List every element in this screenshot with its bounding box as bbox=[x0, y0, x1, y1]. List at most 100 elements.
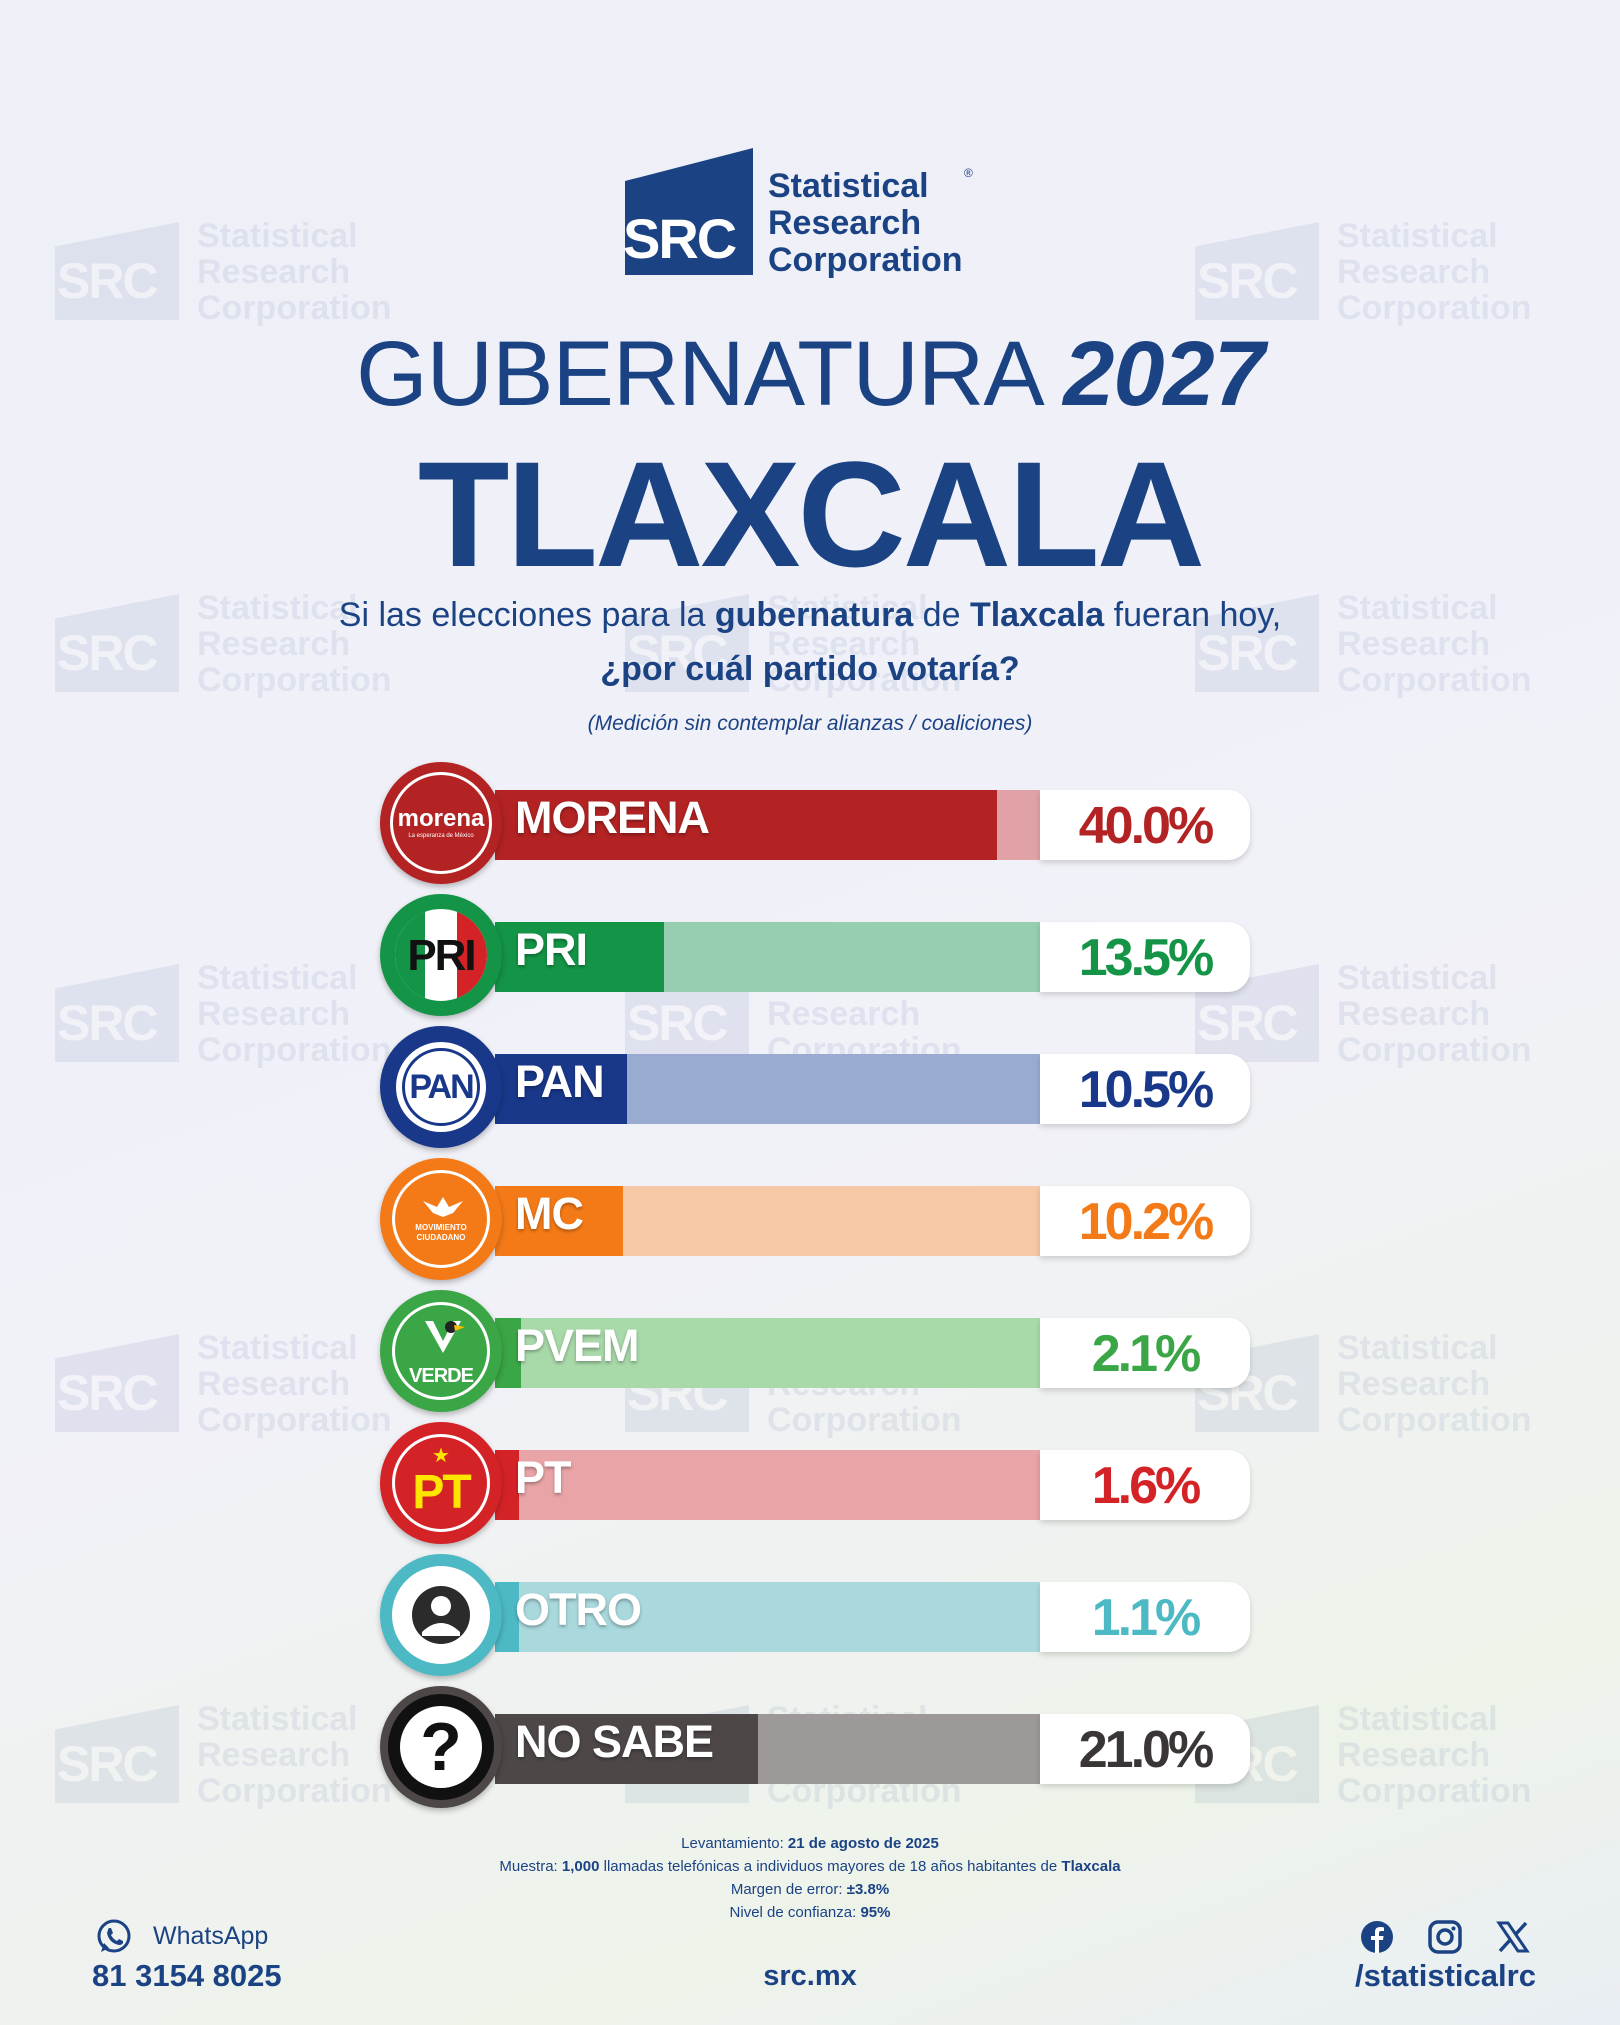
footer-label: Nivel de confianza: bbox=[729, 1904, 861, 1921]
bar-row: PAN 10.5% PAN bbox=[380, 1026, 1250, 1150]
footer-value: 1,000 bbox=[561, 1858, 600, 1875]
category-label: NO SABE bbox=[515, 1716, 714, 1767]
bar-row: NO SABE 21.0% ? bbox=[380, 1686, 1250, 1810]
value-box: 1.1% bbox=[1040, 1582, 1250, 1652]
data-label: 1.1% bbox=[1091, 1589, 1202, 1647]
value-box: 21.0% bbox=[1040, 1714, 1250, 1784]
value-box: 10.5% bbox=[1040, 1054, 1250, 1124]
watermark-line: Research bbox=[1337, 1365, 1491, 1403]
x-icon[interactable] bbox=[1496, 1920, 1530, 1954]
registered-mark: ® bbox=[964, 166, 973, 180]
watermark-line: Statistical bbox=[1337, 1700, 1498, 1738]
src-logo: SRC Statistical Research Corporation ® bbox=[623, 148, 1005, 279]
question-line-2: ¿por cuál partido votaría? bbox=[600, 650, 1020, 688]
footer-nivel: Nivel de confianza: 95% bbox=[0, 1904, 1620, 1921]
badge-part bbox=[456, 909, 487, 1001]
src-logo-line: Corporation bbox=[768, 241, 963, 279]
watermark-mark bbox=[55, 1705, 179, 1803]
question-bold: Tlaxcala bbox=[969, 596, 1105, 634]
data-label: 2.1% bbox=[1091, 1325, 1202, 1383]
category-label: MC bbox=[515, 1188, 584, 1239]
footer-value: ±3.8% bbox=[846, 1881, 890, 1898]
watermark-line: Statistical bbox=[197, 1329, 358, 1367]
badge-part: morena La esperanza de México bbox=[390, 772, 492, 874]
src-logo-name: Statistical Research Corporation bbox=[768, 168, 963, 279]
pan-logo-text: PAN bbox=[409, 1068, 474, 1106]
badge-part: ? bbox=[388, 1694, 494, 1800]
badge-part: MOVIMIENTO CIUDADANO bbox=[392, 1170, 490, 1268]
question-text: Si las elecciones para la bbox=[338, 596, 715, 634]
badge-part bbox=[431, 1596, 451, 1616]
whatsapp-number[interactable]: 81 3154 8025 bbox=[92, 1958, 282, 1993]
category-label: MORENA bbox=[515, 792, 710, 843]
watermark-line: Corporation bbox=[1337, 1031, 1532, 1069]
title-year: 2027 bbox=[1063, 323, 1265, 425]
watermark-line: Statistical bbox=[1337, 217, 1498, 255]
watermark-line: Corporation bbox=[197, 1031, 392, 1069]
watermark-line: Research bbox=[1337, 1736, 1491, 1774]
watermark-line: Research bbox=[1337, 253, 1491, 291]
footer-margen: Margen de error: ±3.8% bbox=[0, 1881, 1620, 1898]
data-label: 10.5% bbox=[1078, 1061, 1214, 1119]
watermark-line: Statistical bbox=[197, 1700, 358, 1738]
watermark-mark bbox=[55, 964, 179, 1062]
data-label: 1.6% bbox=[1091, 1457, 1202, 1515]
watermark-line: Statistical bbox=[1337, 959, 1498, 997]
pri-logo-text: PRI bbox=[407, 931, 476, 980]
bar-row: MORENA 40.0% morena La esperanza de Méxic… bbox=[380, 762, 1250, 886]
watermark-letters: SRC bbox=[57, 1365, 159, 1421]
bar-row: PT 1.6% ★ PT bbox=[380, 1422, 1250, 1546]
footer-value: Tlaxcala bbox=[1061, 1858, 1121, 1875]
footer-muestra: Muestra: 1,000 llamadas telefónicas a in… bbox=[0, 1858, 1620, 1875]
bar bbox=[495, 1714, 758, 1784]
question-text: fueran hoy, bbox=[1104, 596, 1282, 634]
pt-logo: ★ PT bbox=[380, 1422, 502, 1544]
data-label: 40.0% bbox=[1078, 797, 1214, 855]
social-handle[interactable]: /statisticalrc bbox=[1355, 1958, 1536, 1993]
badge-part bbox=[445, 1321, 457, 1333]
whatsapp-label: WhatsApp bbox=[153, 1922, 269, 1950]
category-label: PVEM bbox=[515, 1320, 640, 1371]
watermark-letters: SRC bbox=[57, 995, 159, 1051]
category-label: PRI bbox=[515, 924, 588, 975]
watermark-line: Research bbox=[197, 253, 351, 291]
watermark-line: Research bbox=[197, 995, 351, 1033]
footer-label: Margen de error: bbox=[730, 1881, 847, 1898]
badge-part bbox=[454, 1325, 465, 1331]
mc-logo-text: MOVIMIENTO CIUDADANO bbox=[415, 1223, 467, 1242]
person-icon bbox=[380, 1554, 502, 1676]
website-link[interactable]: src.mx bbox=[763, 1960, 857, 1992]
value-box: 2.1% bbox=[1040, 1318, 1250, 1388]
pt-logo-text: PT bbox=[412, 1466, 471, 1519]
question-bold: gubernatura bbox=[714, 596, 914, 634]
bar-row: MC 10.2% MOVIMIENTO CIUDADANO bbox=[380, 1158, 1250, 1282]
watermark-mark bbox=[1195, 222, 1319, 320]
watermark-mark bbox=[55, 1334, 179, 1432]
whatsapp-icon[interactable] bbox=[95, 1918, 133, 1956]
morena-logo-subtext: La esperanza de México bbox=[408, 833, 474, 839]
morena-logo-text: morena bbox=[397, 805, 485, 832]
badge-part: VERDE bbox=[392, 1302, 490, 1400]
bar bbox=[495, 790, 997, 860]
watermark-mark bbox=[55, 222, 179, 320]
watermark-line: Corporation bbox=[197, 1401, 392, 1439]
src-logo-letters: SRC bbox=[623, 207, 737, 270]
watermark-letters: SRC bbox=[57, 253, 159, 309]
pvem-logo: VERDE bbox=[380, 1290, 502, 1412]
value-box: 10.2% bbox=[1040, 1186, 1250, 1256]
data-label: 13.5% bbox=[1078, 929, 1214, 987]
bar-row: PVEM 2.1% VERDE bbox=[380, 1290, 1250, 1414]
category-label: PT bbox=[515, 1452, 572, 1503]
pan-logo: PAN bbox=[380, 1026, 502, 1148]
category-label: PAN bbox=[515, 1056, 605, 1107]
instagram-icon[interactable] bbox=[1428, 1920, 1462, 1954]
footer-levantamiento: Levantamiento: 21 de agosto de 2025 bbox=[0, 1835, 1620, 1852]
question-text: de bbox=[913, 596, 970, 634]
watermark-line: Corporation bbox=[197, 289, 392, 327]
footer-value: 95% bbox=[860, 1904, 891, 1921]
footer-value: 21 de agosto de 2025 bbox=[787, 1835, 939, 1852]
facebook-icon[interactable] bbox=[1360, 1920, 1394, 1954]
